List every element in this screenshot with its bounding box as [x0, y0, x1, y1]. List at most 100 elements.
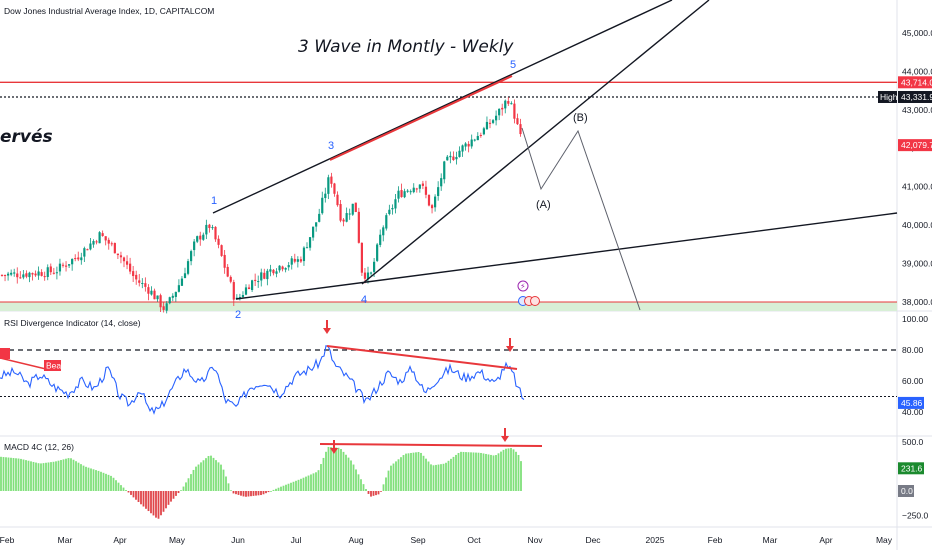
macd-bar — [77, 462, 80, 491]
macd-bar — [150, 491, 152, 514]
candle-body — [321, 197, 324, 214]
rsi-title: RSI Divergence Indicator (14, close) — [4, 318, 141, 328]
macd-bar — [495, 455, 497, 491]
candle-body — [159, 295, 162, 308]
time-axis-tick: Sep — [410, 535, 425, 545]
macd-bar — [360, 479, 362, 491]
candle-body — [92, 241, 95, 245]
macd-bar — [427, 461, 430, 491]
macd-bar — [207, 456, 210, 491]
candle-body — [89, 243, 92, 250]
trendline-lower — [235, 212, 898, 300]
candle-body — [488, 122, 492, 124]
macd-bar — [250, 491, 252, 497]
candle-body — [281, 266, 284, 270]
macd-bar — [22, 459, 25, 491]
candle-body — [68, 264, 71, 266]
macd-bar — [277, 487, 280, 491]
candle-body — [458, 150, 461, 157]
macd-bar — [110, 475, 112, 491]
macd-bar — [0, 456, 2, 491]
macd-bar — [102, 472, 105, 491]
macd-bar — [332, 447, 335, 491]
price-axis-tick: 38,000.0 — [902, 297, 932, 307]
price-tag-bg — [898, 90, 932, 103]
support-zone — [0, 302, 897, 311]
candle-body — [156, 295, 159, 300]
macd-bar — [167, 491, 170, 505]
candle-body — [366, 272, 370, 280]
macd-bar — [345, 454, 347, 491]
macd-bar — [82, 465, 85, 491]
candle-body — [464, 143, 467, 147]
macd-bar — [67, 458, 70, 491]
macd-bar — [305, 476, 307, 491]
macd-bar — [2, 457, 5, 491]
candle-body — [107, 239, 110, 244]
macd-bar — [100, 471, 102, 491]
macd-bar — [400, 457, 402, 491]
candle-body — [223, 254, 226, 268]
time-axis-tick: Dec — [585, 535, 601, 545]
candle-body — [113, 243, 116, 254]
price-axis-tick: 40,000.0 — [902, 220, 932, 230]
candle-body — [296, 259, 299, 262]
candle-body — [434, 196, 437, 208]
candle-body — [168, 297, 171, 304]
candle-body — [400, 190, 403, 198]
macd-bar — [467, 452, 470, 491]
macd-bar — [365, 489, 367, 491]
macd-bar — [247, 491, 250, 497]
candle-body — [244, 287, 248, 295]
wave-label: 2 — [235, 309, 241, 321]
macd-bar — [387, 470, 390, 491]
macd-bar — [515, 451, 517, 491]
macd-bar — [285, 484, 287, 491]
macd-bar — [137, 491, 140, 503]
candle-body — [77, 257, 80, 260]
candle-body — [363, 272, 367, 279]
candle-body — [49, 266, 52, 273]
macd-bar — [317, 470, 320, 491]
macd-bar — [520, 461, 522, 491]
candle-body — [177, 285, 180, 292]
candle-body — [86, 249, 89, 251]
macd-bar — [442, 463, 445, 491]
macd-bar — [202, 460, 205, 491]
candle-body — [510, 103, 513, 105]
candle-body — [98, 232, 101, 244]
macd-bar — [20, 458, 22, 491]
time-axis-tick: Apr — [819, 535, 832, 545]
candle-body — [302, 247, 306, 262]
macd-bar — [447, 460, 450, 491]
candle-body — [208, 224, 211, 228]
wave-label: 5 — [510, 59, 516, 71]
macd-bar — [87, 467, 90, 491]
macd-bar — [380, 491, 382, 492]
event-icon — [530, 296, 540, 306]
price-tag-label: High — [880, 92, 898, 102]
macd-bar — [275, 488, 277, 491]
macd-bar — [40, 463, 42, 491]
candle-body — [174, 291, 177, 297]
macd-bar — [92, 469, 95, 491]
macd-bar — [510, 448, 512, 491]
candle-body — [10, 272, 13, 275]
macd-bar — [240, 491, 242, 496]
macd-bar — [177, 491, 180, 494]
macd-bar — [325, 451, 327, 491]
macd-bar — [402, 455, 405, 491]
time-axis-tick: Mar — [763, 535, 778, 545]
candle-body — [397, 190, 400, 199]
candle-body — [318, 213, 321, 222]
rsi-bear-tag-left — [0, 348, 10, 359]
rsi-line — [0, 344, 525, 415]
candle-body — [467, 143, 470, 147]
macd-bar — [362, 484, 365, 491]
macd-bar — [257, 491, 260, 496]
macd-bar — [457, 452, 460, 491]
macd-bar — [430, 464, 432, 491]
macd-bar — [415, 452, 417, 491]
candle-body — [461, 145, 464, 152]
candle-body — [22, 274, 25, 278]
